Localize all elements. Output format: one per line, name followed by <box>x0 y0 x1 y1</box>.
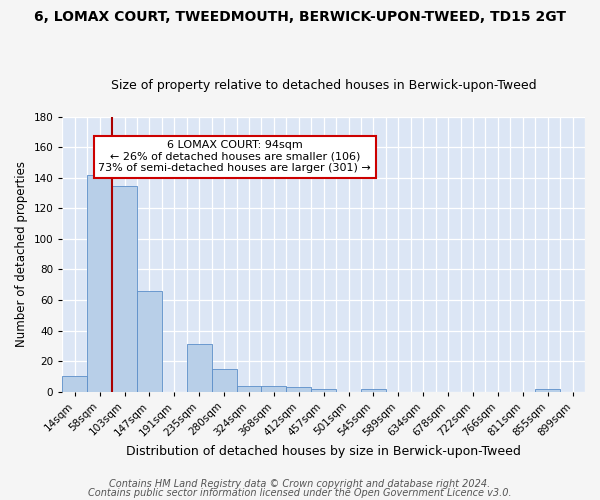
Bar <box>236 386 262 392</box>
Bar <box>62 376 87 392</box>
Text: Contains public sector information licensed under the Open Government Licence v3: Contains public sector information licen… <box>88 488 512 498</box>
Title: Size of property relative to detached houses in Berwick-upon-Tweed: Size of property relative to detached ho… <box>111 79 536 92</box>
Bar <box>187 344 212 392</box>
Y-axis label: Number of detached properties: Number of detached properties <box>15 161 28 347</box>
Bar <box>212 369 236 392</box>
Text: 6 LOMAX COURT: 94sqm
← 26% of detached houses are smaller (106)
73% of semi-deta: 6 LOMAX COURT: 94sqm ← 26% of detached h… <box>98 140 371 173</box>
Bar <box>286 387 311 392</box>
Bar <box>87 175 112 392</box>
Bar <box>311 388 336 392</box>
Bar <box>535 388 560 392</box>
Text: 6, LOMAX COURT, TWEEDMOUTH, BERWICK-UPON-TWEED, TD15 2GT: 6, LOMAX COURT, TWEEDMOUTH, BERWICK-UPON… <box>34 10 566 24</box>
Bar <box>361 388 386 392</box>
Bar <box>112 186 137 392</box>
Bar <box>262 386 286 392</box>
X-axis label: Distribution of detached houses by size in Berwick-upon-Tweed: Distribution of detached houses by size … <box>126 444 521 458</box>
Text: Contains HM Land Registry data © Crown copyright and database right 2024.: Contains HM Land Registry data © Crown c… <box>109 479 491 489</box>
Bar <box>137 291 162 392</box>
